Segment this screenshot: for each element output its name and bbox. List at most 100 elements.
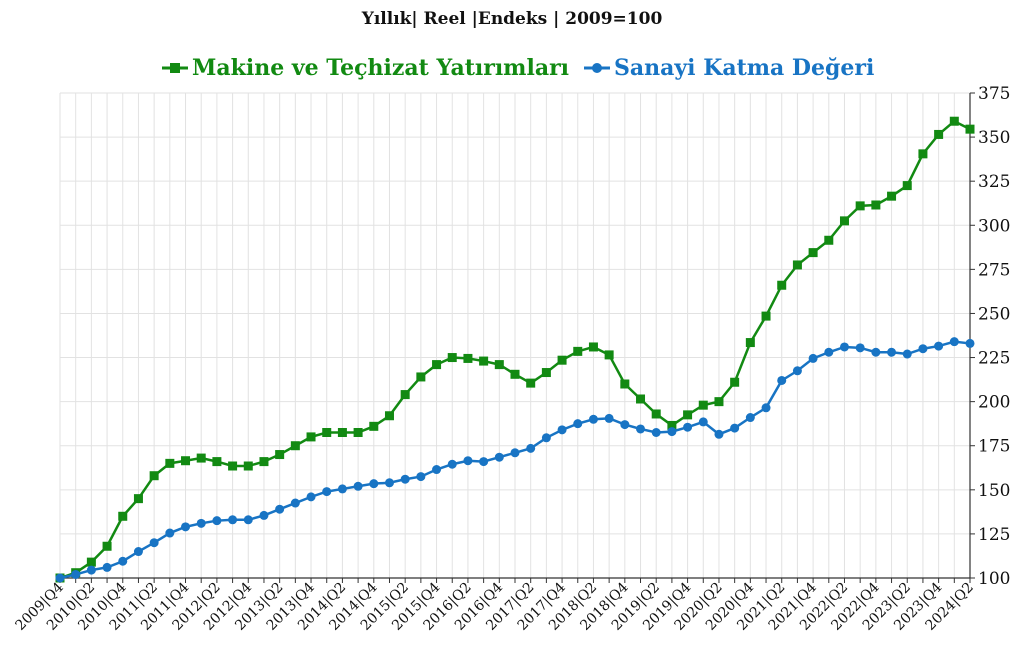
data-point-circle (887, 347, 897, 357)
data-point-circle (212, 516, 222, 526)
data-point-circle (839, 342, 849, 352)
data-point-square (306, 432, 316, 442)
y-tick-label: 375 (978, 84, 1010, 104)
data-point-circle (667, 427, 677, 437)
data-point-square (839, 216, 849, 226)
data-point-circle (494, 452, 504, 462)
y-tick-label: 200 (978, 393, 1010, 413)
data-point-circle (871, 347, 881, 357)
data-point-square (918, 149, 928, 159)
data-point-circle (730, 423, 740, 433)
data-point-square (761, 311, 771, 321)
data-point-square (541, 368, 551, 378)
data-point-circle (196, 518, 206, 528)
data-point-circle (620, 420, 630, 430)
data-point-square (510, 369, 520, 379)
data-point-square (934, 129, 944, 139)
data-point-circle (118, 556, 128, 566)
data-point-square (384, 411, 394, 421)
legend-item-machinery: Makine ve Teçhizat Yatırımları (162, 55, 569, 81)
data-point-circle (306, 492, 316, 502)
y-tick-label: 150 (978, 481, 1010, 501)
data-point-square (416, 372, 426, 382)
data-point-square (149, 471, 159, 481)
data-point-square (118, 511, 128, 521)
data-point-circle (133, 547, 143, 557)
data-point-circle (855, 343, 865, 353)
data-point-circle (479, 457, 489, 467)
data-point-square (808, 248, 818, 258)
data-point-square (965, 124, 975, 134)
data-point-square (463, 353, 473, 363)
data-point-circle (792, 366, 802, 376)
data-point-square (181, 456, 191, 466)
data-point-circle (636, 424, 646, 434)
legend-item-industry: Sanayi Katma Değeri (584, 55, 874, 81)
data-point-square (887, 191, 897, 201)
data-point-square (557, 355, 567, 365)
data-point-circle (808, 353, 818, 363)
data-point-circle (416, 472, 426, 482)
data-point-circle (463, 456, 473, 466)
data-point-square (337, 428, 347, 437)
data-point-square (494, 360, 504, 370)
data-point-circle (683, 422, 693, 432)
data-point-circle (275, 504, 285, 514)
data-point-square (133, 494, 143, 504)
data-point-square (196, 453, 206, 463)
data-point-square (322, 428, 332, 437)
y-tick-label: 275 (978, 260, 1010, 280)
data-point-square (792, 260, 802, 270)
data-point-square (667, 420, 677, 430)
data-point-square (275, 450, 285, 460)
legend-label: Sanayi Katma Değeri (614, 55, 875, 81)
data-point-square (949, 116, 959, 126)
data-point-square (353, 428, 363, 437)
data-point-circle (55, 573, 65, 583)
data-point-circle (432, 465, 442, 475)
data-point-circle (337, 484, 347, 494)
data-point-square (745, 338, 755, 348)
data-point-circle (86, 565, 96, 575)
data-point-circle (573, 419, 583, 429)
data-point-square (479, 356, 489, 366)
data-point-circle (181, 522, 191, 532)
data-point-circle (228, 515, 238, 525)
data-point-circle (384, 478, 394, 488)
y-tick-label: 325 (978, 172, 1010, 192)
chart-title: Yıllık| Reel |Endeks | 2009=100 (361, 9, 663, 29)
data-point-circle (149, 538, 159, 548)
data-point-circle (824, 347, 834, 357)
data-point-square (588, 342, 598, 352)
data-point-square (683, 410, 693, 420)
data-point-square (902, 181, 912, 191)
data-point-circle (777, 375, 787, 385)
data-point-circle (526, 443, 536, 453)
data-point-circle (949, 337, 959, 347)
data-point-circle (165, 528, 175, 538)
data-point-square (730, 377, 740, 387)
data-point-square (573, 346, 583, 356)
data-point-circle (541, 433, 551, 443)
data-point-square (636, 394, 646, 404)
data-point-circle (714, 429, 724, 439)
data-point-square (777, 280, 787, 290)
data-point-circle (651, 428, 661, 437)
data-point-square (86, 557, 96, 567)
data-point-square (400, 390, 410, 400)
y-tick-label: 175 (978, 437, 1010, 457)
data-point-circle (400, 474, 410, 484)
data-point-square (369, 421, 379, 431)
data-point-square (259, 457, 269, 467)
y-tick-label: 100 (978, 569, 1010, 589)
data-point-square (447, 353, 457, 363)
data-point-square (526, 378, 536, 388)
data-point-square (432, 360, 442, 370)
y-tick-label: 225 (978, 349, 1010, 369)
data-point-circle (965, 338, 975, 348)
data-point-square (824, 235, 834, 245)
data-point-square (604, 350, 614, 360)
y-tick-label: 350 (978, 128, 1010, 148)
data-point-square (855, 201, 865, 211)
data-point-circle (698, 417, 708, 427)
